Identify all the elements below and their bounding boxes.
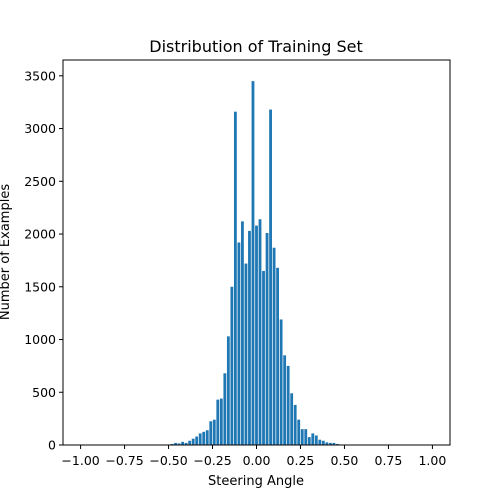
histogram-bar (325, 442, 329, 445)
histogram-bar (272, 247, 276, 445)
x-tick-label: 1.00 (418, 453, 446, 468)
y-tick-label: 3500 (24, 68, 56, 83)
histogram-bar (244, 263, 248, 445)
histogram-bar (191, 438, 195, 445)
histogram-bar (286, 365, 290, 445)
histogram-bar (241, 221, 244, 445)
histogram-bar (212, 419, 216, 445)
histogram-bar (255, 225, 258, 445)
histogram-bar (202, 431, 206, 445)
x-tick-label: −0.50 (149, 453, 187, 468)
histogram-bar (300, 429, 304, 445)
y-axis-label: Number of Examples (0, 184, 13, 320)
histogram-bar (181, 441, 185, 445)
x-tick-label: 0.75 (375, 453, 403, 468)
histogram-bar (170, 443, 174, 445)
histogram-bar (205, 430, 209, 445)
x-axis-label: Steering Angle (208, 474, 304, 489)
histogram-bar (276, 267, 280, 445)
y-tick-label: 3000 (24, 121, 56, 136)
histogram-bar (188, 440, 192, 445)
histogram-bar (209, 421, 213, 445)
histogram-bar (216, 399, 220, 445)
y-tick-label: 2500 (24, 174, 56, 189)
histogram-bar (307, 437, 311, 445)
histogram-bar (265, 232, 269, 445)
histogram-bar (195, 436, 199, 445)
x-tick-label: 0.00 (243, 453, 271, 468)
histogram-bar (198, 433, 202, 445)
histogram-bar (279, 319, 283, 445)
histogram-bar (258, 219, 262, 445)
x-tick-label: 0.50 (331, 453, 359, 468)
histogram-bar (262, 270, 265, 445)
histogram-bar (297, 419, 301, 445)
histogram-bar (251, 81, 255, 445)
histogram-bar (219, 398, 223, 445)
x-axis: −1.00 −0.75 −0.50 −0.25 0.00 0.25 0.50 0.75 1.00 (61, 445, 446, 468)
chart-title: Distribution of Training Set (149, 37, 362, 56)
histogram-bar (184, 442, 188, 445)
histogram-bar (177, 443, 181, 445)
bar-series (167, 81, 343, 446)
histogram-bar (293, 404, 297, 445)
x-tick-label: −0.25 (193, 453, 231, 468)
histogram-bar (321, 440, 325, 445)
histogram-bar (318, 439, 322, 445)
y-tick-label: 1000 (24, 332, 56, 347)
histogram-bar (304, 429, 308, 445)
x-tick-label: −1.00 (61, 453, 99, 468)
histogram-bar (223, 373, 227, 445)
y-axis: 0 500 1000 1500 2000 2500 3000 3500 (24, 68, 63, 453)
histogram-bar (311, 433, 315, 445)
y-tick-label: 2000 (24, 227, 56, 242)
histogram-bar (226, 336, 230, 445)
histogram-bar (290, 393, 294, 445)
histogram-bar (283, 355, 287, 445)
y-tick-label: 0 (48, 438, 56, 453)
y-tick-label: 500 (32, 385, 56, 400)
histogram-bar (269, 109, 272, 445)
x-tick-label: −0.75 (105, 453, 143, 468)
x-tick-label: 0.25 (287, 453, 315, 468)
histogram-bar (230, 286, 234, 445)
histogram-bar (336, 443, 339, 445)
histogram-bar (328, 442, 332, 445)
histogram-bar (174, 442, 177, 445)
histogram-bar (248, 230, 251, 445)
histogram-bar (314, 435, 318, 445)
y-tick-label: 1500 (24, 279, 56, 294)
histogram-bar (237, 242, 241, 445)
histogram-bar (332, 442, 336, 445)
histogram-bar (233, 111, 237, 446)
